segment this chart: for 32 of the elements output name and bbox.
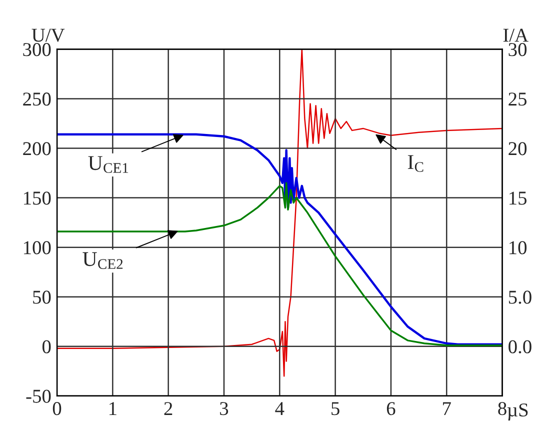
y-tick-label: 50 [33,290,51,304]
y-tick-label: 150 [24,192,51,205]
y2-tick-label: 10 [510,241,527,254]
y2-tick-label: 20 [508,142,527,156]
annotation: I$_{C}$ [408,155,424,172]
y-axis-title: U/V [32,28,65,42]
annotation: U$_{CE2}$ [82,252,123,269]
x-tick-label: 6 [386,402,396,416]
x-tick-label: 1 [110,402,116,415]
y-tick-label: 100 [24,241,51,254]
y2-tick-label: 15 [510,192,527,205]
line-series [57,133,502,346]
y-tick-label: 200 [23,142,51,156]
line-series [57,182,502,346]
x-tick-label: 7 [443,402,451,415]
x-axis-title: µS [507,403,528,420]
x-tick-label: 0 [52,402,62,416]
x-tick-label: 8 [498,402,506,416]
x-tick-label: 4 [275,402,284,415]
annotation: U$_{CE1}$ [88,156,128,173]
y2-tick-label: 25 [508,92,527,106]
y-tick-label: 300 [23,43,51,56]
x-tick-label: 3 [220,402,228,416]
y2-tick-label: 5.0 [508,290,532,304]
y2-tick-label: 0.0 [508,340,532,354]
y-tick-label: 250 [23,92,51,106]
y2-axis-title: I/A [503,28,528,42]
y-tick-label: 0 [42,340,51,354]
y-tick-label: -50 [26,390,51,403]
y2-tick-label: 30 [508,43,527,56]
x-tick-label: 5 [332,402,340,416]
x-tick-label: 2 [164,402,172,415]
